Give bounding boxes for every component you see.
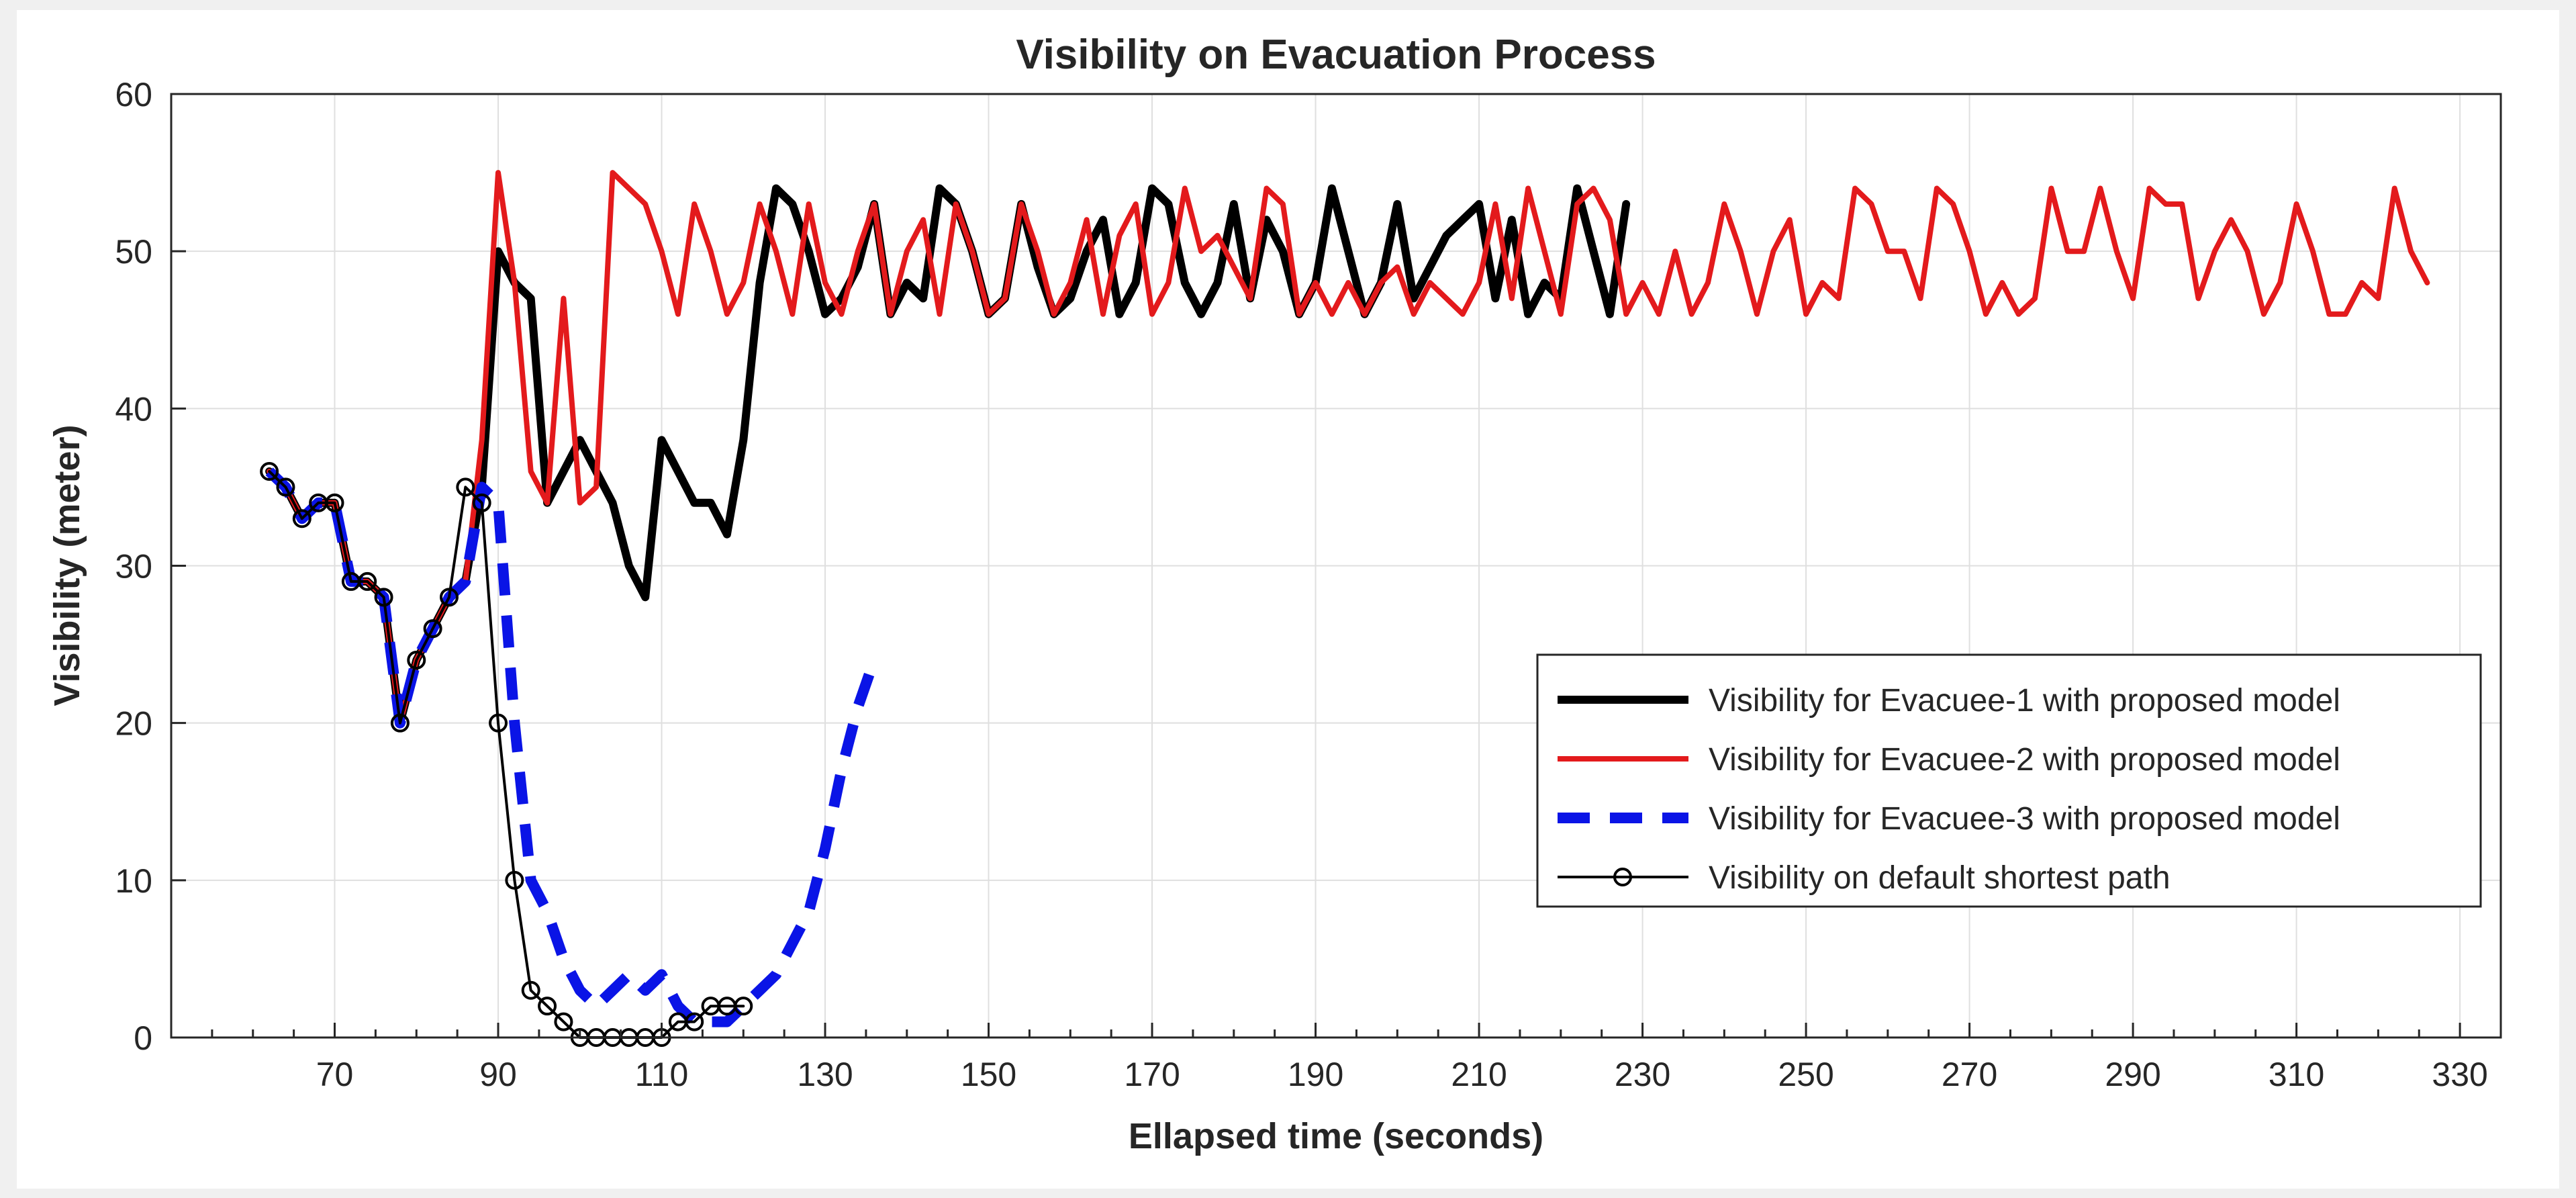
y-tick-label: 30	[115, 548, 152, 586]
x-tick-label: 330	[2432, 1056, 2487, 1093]
data-point-marker	[374, 588, 393, 607]
y-tick-label: 50	[115, 233, 152, 271]
x-tick-label: 250	[1778, 1056, 1833, 1093]
series-4	[260, 462, 753, 1047]
x-tick-label: 210	[1451, 1056, 1507, 1093]
data-point-marker	[260, 462, 279, 481]
x-tick-label: 310	[2269, 1056, 2324, 1093]
legend-label-3: Visibility for Evacuee-3 with proposed m…	[1709, 801, 2340, 837]
data-series	[260, 170, 2430, 1047]
data-point-marker	[276, 477, 295, 497]
y-tick-label: 10	[115, 862, 152, 900]
x-tick-label: 230	[1615, 1056, 1670, 1093]
data-point-marker	[521, 980, 540, 1000]
data-point-marker	[685, 1012, 704, 1031]
data-point-marker	[538, 997, 557, 1016]
x-tick-label: 90	[479, 1056, 517, 1093]
data-point-marker	[456, 477, 475, 497]
data-point-marker	[439, 588, 459, 607]
data-point-marker	[390, 713, 410, 733]
data-point-marker	[325, 493, 344, 512]
y-tick-label: 60	[115, 76, 152, 113]
legend-marker	[1613, 868, 1632, 886]
y-tick-label: 40	[115, 390, 152, 428]
y-axis-label: Visibility (meter)	[47, 424, 87, 706]
data-point-marker	[489, 713, 508, 733]
data-point-marker	[292, 509, 312, 528]
data-point-marker	[358, 571, 377, 591]
data-point-marker	[407, 651, 426, 670]
x-tick-label: 290	[2105, 1056, 2160, 1093]
data-point-marker	[472, 493, 491, 512]
series-line-2	[267, 170, 2430, 726]
legend-box	[1536, 653, 2482, 908]
legend-label-2: Visibility for Evacuee-2 with proposed m…	[1709, 742, 2340, 778]
x-axis-label: Ellapsed time (seconds)	[1129, 1116, 1543, 1156]
data-point-marker	[423, 619, 442, 639]
series-line-4	[268, 470, 745, 1039]
x-tick-label: 150	[961, 1056, 1016, 1093]
axis-ticks: 70 90 110 130 150 170 190 210 230 250 270 290 310 330…	[115, 76, 2487, 1093]
series-2	[267, 170, 2430, 726]
chart-title: Visibility on Evacuation Process	[1016, 32, 1656, 78]
legend-label-1: Visibility for Evacuee-1 with proposed m…	[1709, 683, 2340, 719]
data-point-marker	[734, 997, 753, 1016]
legend: Visibility for Evacuee-1 with proposed m…	[1536, 653, 2482, 908]
series-line-1	[265, 184, 1631, 727]
x-tick-label: 70	[316, 1056, 354, 1093]
x-tick-label: 130	[797, 1056, 853, 1093]
data-point-marker	[554, 1012, 573, 1031]
x-tick-label: 190	[1288, 1056, 1343, 1093]
legend-label-4: Visibility on default shortest path	[1709, 860, 2170, 896]
x-tick-label: 110	[635, 1056, 689, 1093]
series-3	[265, 467, 879, 1027]
x-tick-label: 170	[1124, 1056, 1180, 1093]
series-line-3	[265, 467, 879, 1027]
data-point-marker	[505, 870, 524, 890]
series-1	[265, 184, 1631, 727]
y-tick-label: 20	[115, 705, 152, 743]
x-tick-label: 270	[1942, 1056, 1997, 1093]
y-tick-label: 0	[134, 1019, 152, 1057]
